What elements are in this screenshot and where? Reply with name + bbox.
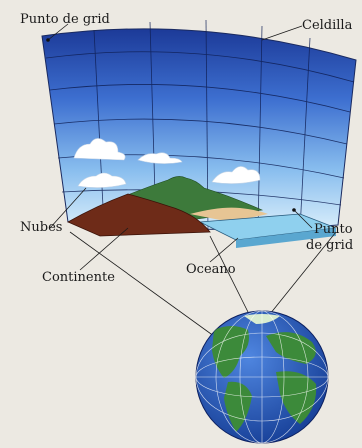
grid-lines	[45, 19, 355, 233]
label-leaders	[47, 23, 313, 271]
label-clouds: Nubes	[20, 220, 63, 235]
pointer-lines	[69, 231, 337, 353]
label-cell: Celdilla	[302, 18, 353, 33]
label-grid-point-top: Punto de grid	[20, 12, 110, 27]
continent-slab	[67, 193, 211, 237]
beach	[190, 207, 268, 222]
label-continent: Continente	[42, 270, 115, 285]
label-grid-point-right-2: de grid	[306, 238, 354, 253]
grid-point-marker-top	[46, 38, 50, 42]
label-ocean: Oceano	[186, 262, 236, 277]
globe	[195, 310, 329, 444]
label-grid-point-right-1: Punto	[314, 222, 353, 237]
clouds	[73, 138, 261, 188]
grid-point-marker-right	[292, 208, 296, 212]
